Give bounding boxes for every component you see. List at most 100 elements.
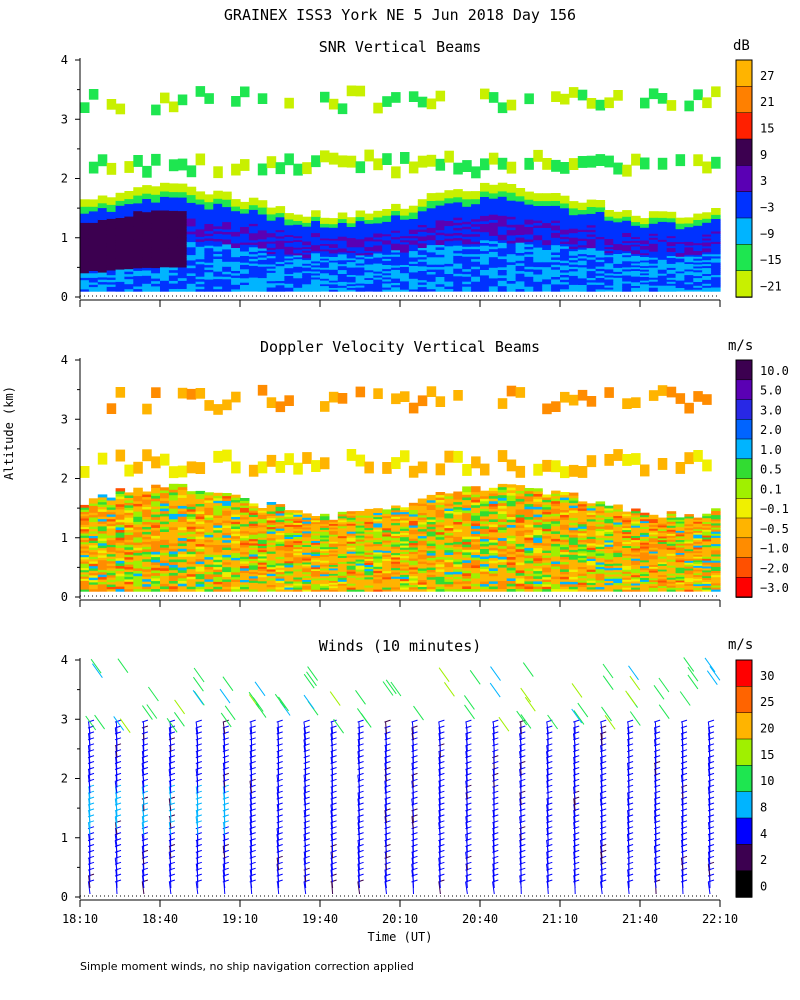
x-tick-label: 20:40 [462,912,498,926]
colorbar-label: −0.5 [760,522,789,536]
y-tick-label: 1 [61,531,68,545]
y-tick-label: 4 [61,53,68,67]
colorbar-swatch [735,870,753,898]
colorbar-swatch [735,379,753,401]
footnote: Simple moment winds, no ship navigation … [80,960,414,973]
colorbar-label: 27 [760,69,774,83]
colorbar-label: 0.5 [760,463,782,477]
y-tick-label: 4 [61,353,68,367]
y-tick-label: 3 [61,112,68,126]
colorbar-swatch [735,59,753,88]
page-title: GRAINEX ISS3 York NE 5 Jun 2018 Day 156 [223,6,577,24]
colorbar-swatch [735,270,753,298]
colorbar-label: 9 [760,148,767,162]
colorbar-label: 1.0 [760,443,782,457]
colorbar-label: 25 [760,695,774,709]
colorbar-label: 5.0 [760,384,782,398]
x-tick-label: 18:10 [62,912,98,926]
colorbar-label: −1.0 [760,542,789,556]
colorbar-swatch [735,458,753,480]
y-tick-label: 2 [61,472,68,486]
colorbar-label: −15 [760,253,782,267]
y-tick-label: 4 [61,653,68,667]
colorbar-label: 10.0 [760,364,789,378]
colorbar-swatch [735,498,753,519]
colorbar-label: 4 [760,827,767,841]
colorbar-label: −3.0 [760,581,789,595]
colorbar-swatch [735,791,753,819]
colorbar-swatch [735,517,753,539]
colorbar-swatch [735,817,753,846]
x-tick-label: 18:40 [142,912,178,926]
y-tick-label: 3 [61,412,68,426]
colorbar-label: 2.0 [760,423,782,437]
x-tick-label: 22:10 [702,912,738,926]
y-tick-label: 0 [61,590,68,604]
winds-panel-title: Winds (10 minutes) [318,637,482,655]
colorbar-swatch [735,191,753,219]
colorbar-swatch [735,86,753,114]
x-tick-label: 20:10 [382,912,418,926]
colorbar-swatch [735,537,753,559]
colorbar-label: −21 [760,279,782,293]
colorbar-label: 10 [760,774,774,788]
colorbar-label: −9 [760,227,774,241]
colorbar-swatch [735,765,753,793]
colorbar-swatch [735,112,753,140]
colorbar-swatch [735,399,753,421]
colorbar-swatch [735,478,753,500]
heatmap-1 [80,384,721,592]
colorbar-label: 15 [760,748,774,762]
snr-panel-title: SNR Vertical Beams [318,38,482,56]
colorbar-swatch [735,738,753,767]
colorbar-swatch [735,844,753,872]
x-tick-label: 19:10 [222,912,258,926]
colorbar-swatch [735,712,753,740]
colorbar-label: 0 [760,879,767,893]
y-tick-label: 2 [61,172,68,186]
y-tick-label: 3 [61,712,68,726]
x-tick-label: 21:40 [622,912,658,926]
colorbar-swatch [735,359,753,381]
colorbar-frame [735,59,753,298]
y-tick-label: 1 [61,831,68,845]
colorbar-swatch [735,419,753,440]
colorbar-swatch [735,244,753,272]
winds-unit: m/s [728,637,754,653]
colorbar-label: 21 [760,95,774,109]
heatmap-0 [80,85,721,292]
colorbar-swatch [735,138,753,167]
colorbar-frame [735,359,753,598]
colorbar-label: 3.0 [760,403,782,417]
x-axis-label: Time (UT) [367,930,433,944]
wind-barbs [85,657,721,895]
colorbar-swatch [735,686,753,714]
velocity-panel-title: Doppler Velocity Vertical Beams [260,338,540,356]
colorbar-label: −0.1 [760,502,789,516]
y-tick-label: 1 [61,231,68,245]
colorbar-label: −3 [760,200,774,214]
colorbar-label: 2 [760,853,767,867]
velocity-unit: m/s [728,338,754,354]
snr-unit: dB [733,38,750,54]
colorbar-frame [735,659,753,898]
colorbar-label: 8 [760,800,767,814]
colorbar-swatch [735,577,753,598]
y-tick-label: 0 [61,890,68,904]
colorbar-label: −2.0 [760,561,789,575]
colorbar-label: 3 [760,174,767,188]
colorbar-label: 20 [760,721,774,735]
colorbar-swatch [735,165,753,193]
x-tick-label: 19:40 [302,912,338,926]
colorbar-swatch [735,217,753,246]
colorbar-label: 0.1 [760,482,782,496]
colorbar-swatch [735,438,753,460]
colorbar-label: 15 [760,121,774,135]
y-tick-label: 2 [61,772,68,786]
colorbar-swatch [735,557,753,579]
colorbar-label: 30 [760,669,774,683]
colorbar-swatch [735,659,753,688]
y-tick-label: 0 [61,290,68,304]
x-tick-label: 21:10 [542,912,578,926]
